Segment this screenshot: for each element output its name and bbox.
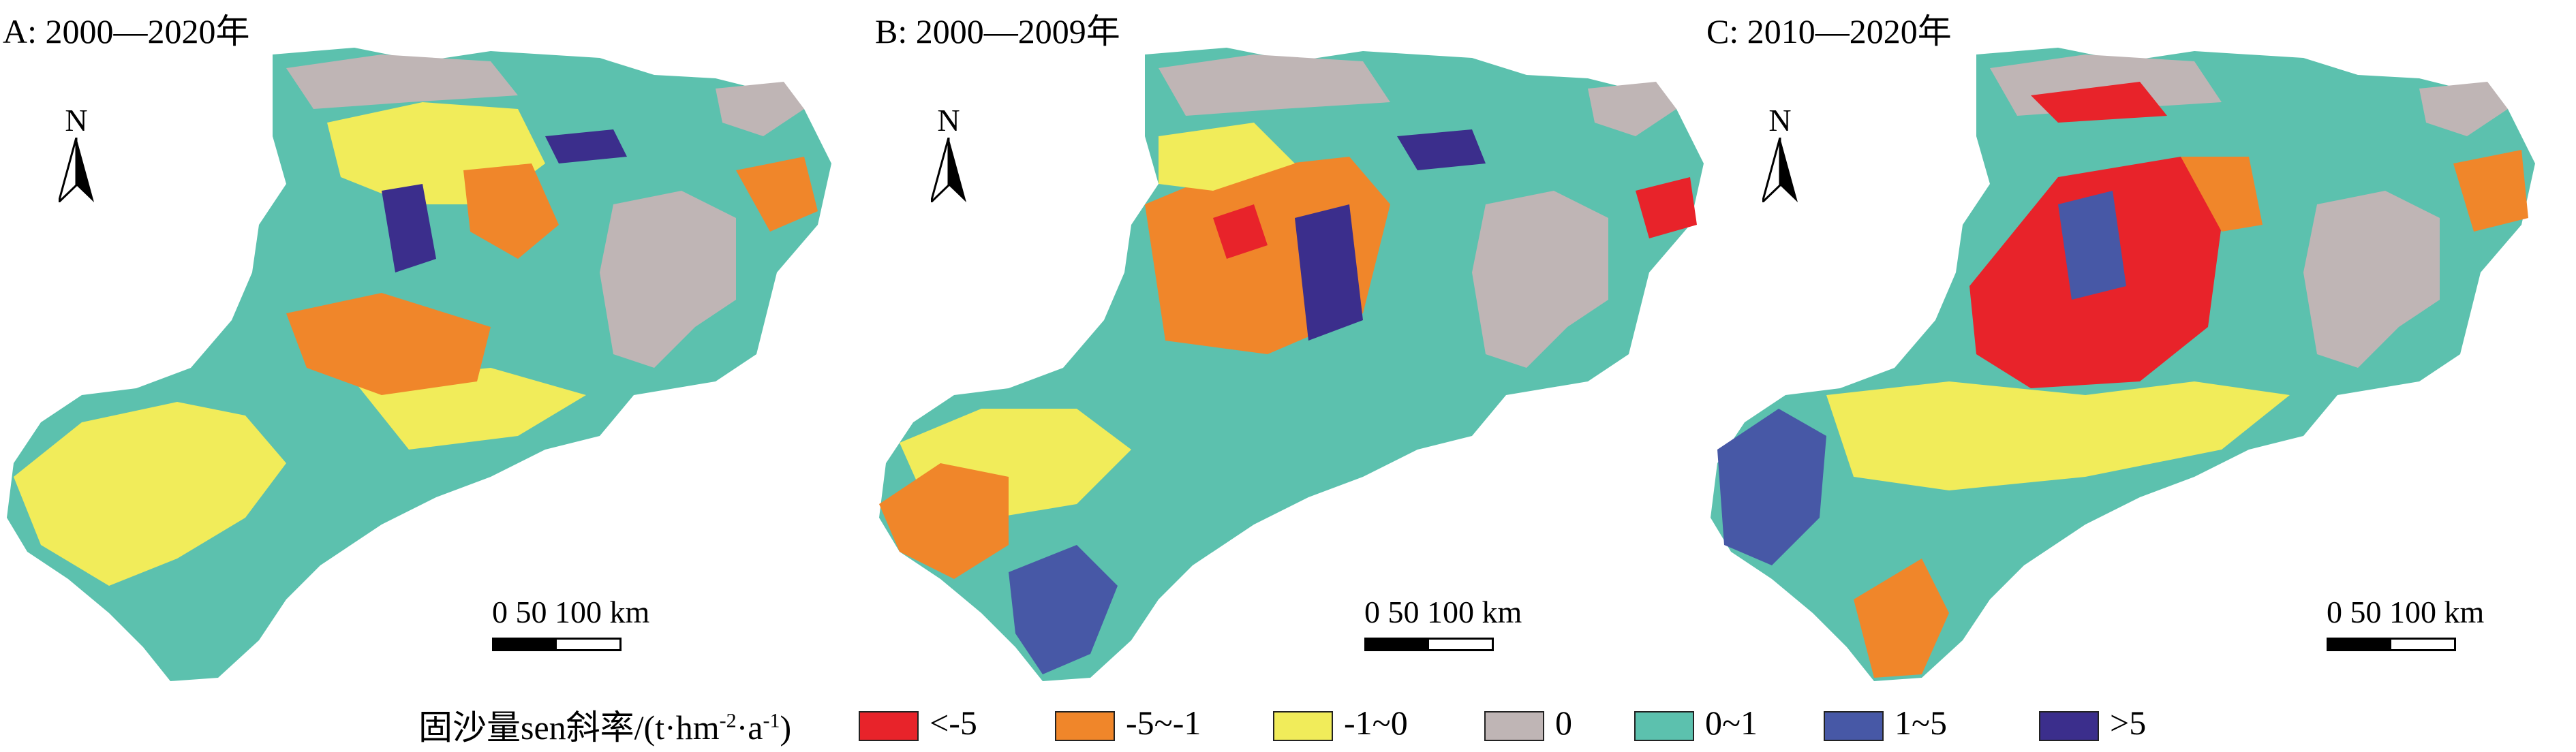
region-yellow: [1159, 123, 1295, 191]
legend-label: 0~1: [1705, 704, 1758, 742]
region-red: [1636, 177, 1697, 238]
north-arrow: N: [1753, 102, 1807, 204]
legend-swatch: [1273, 711, 1333, 741]
panel-title: C: 2010—2020年: [1706, 12, 1952, 50]
scale-bar: 0 50 100 km: [1364, 594, 1522, 655]
region-red: [2031, 82, 2167, 123]
map-panel-c: C: 2010—2020年 N 0 50 100 km: [1704, 0, 2562, 688]
north-arrow-icon: [59, 138, 94, 202]
legend-swatch: [1634, 711, 1694, 741]
region-blue: [545, 129, 627, 163]
region-outline: [879, 48, 1704, 681]
region-gray: [600, 191, 736, 368]
scale-bar: 0 50 100 km: [492, 594, 649, 655]
region-orange: [879, 463, 1009, 579]
north-label: N: [937, 103, 960, 138]
legend-swatch: [2039, 711, 2099, 741]
region-orange: [286, 293, 491, 395]
region-orange: [2181, 157, 2263, 232]
region-blue: [1717, 409, 1826, 565]
legend-title: 固沙量sen斜率/(t·hm-2·a-1): [418, 708, 792, 747]
legend: 固沙量sen斜率/(t·hm-2·a-1) <-5 -5~-1 -1~0 0 0…: [0, 695, 2576, 749]
north-arrow-icon: [931, 138, 966, 202]
north-label: N: [1768, 103, 1792, 138]
panel-title: B: 2000—2009年: [875, 12, 1120, 50]
region-orange: [2453, 150, 2528, 232]
region-gray: [2419, 82, 2508, 136]
region-gray: [1159, 54, 1390, 116]
map-a: [7, 48, 831, 681]
legend-label: 0: [1555, 704, 1572, 742]
scale-bar: 0 50 100 km: [2327, 594, 2484, 655]
legend-swatch: [1824, 711, 1884, 741]
legend-swatch: [1055, 711, 1115, 741]
scale-bar-graphic: [2327, 638, 2456, 651]
scale-bar-graphic: [1364, 638, 1494, 651]
region-gray: [1472, 191, 1608, 368]
region-red: [1213, 204, 1268, 259]
region-gray: [1588, 82, 1676, 136]
scale-labels: 0 50 100 km: [492, 595, 650, 629]
region-gray: [2303, 191, 2440, 368]
region-gray: [286, 54, 518, 109]
north-arrow: N: [921, 102, 976, 204]
legend-label: -5~-1: [1126, 704, 1201, 742]
legend-label: >5: [2110, 704, 2147, 742]
panel-title: A: 2000—2020年: [3, 12, 250, 50]
region-orange: [736, 157, 818, 232]
region-orange: [463, 163, 559, 259]
region-blue: [2058, 191, 2126, 300]
region-blue: [1009, 545, 1118, 674]
legend-swatch: [859, 711, 919, 741]
north-arrow-icon: [1762, 138, 1798, 202]
region-blue: [382, 184, 436, 272]
region-orange: [1854, 559, 1949, 678]
legend-label: -1~0: [1344, 704, 1408, 742]
north-label: N: [65, 103, 88, 138]
legend-label: 1~5: [1895, 704, 1948, 742]
scale-labels: 0 50 100 km: [2327, 595, 2485, 629]
map-panel-a: A: 2000—2020年 N 0 50 100 km: [0, 0, 859, 688]
region-yellow: [1826, 381, 2290, 490]
scale-labels: 0 50 100 km: [1364, 595, 1522, 629]
region-blue: [1397, 129, 1486, 170]
region-blue: [1295, 204, 1363, 341]
map-panel-b: B: 2000—2009年 N 0 50 100 km: [872, 0, 1731, 688]
region-yellow: [14, 402, 286, 586]
scale-bar-graphic: [492, 638, 622, 651]
north-arrow: N: [49, 102, 104, 204]
map-c: [1711, 48, 2535, 681]
region-gray: [716, 82, 804, 136]
legend-swatch: [1484, 711, 1544, 741]
legend-label: <-5: [930, 704, 977, 742]
map-b: [879, 48, 1704, 681]
